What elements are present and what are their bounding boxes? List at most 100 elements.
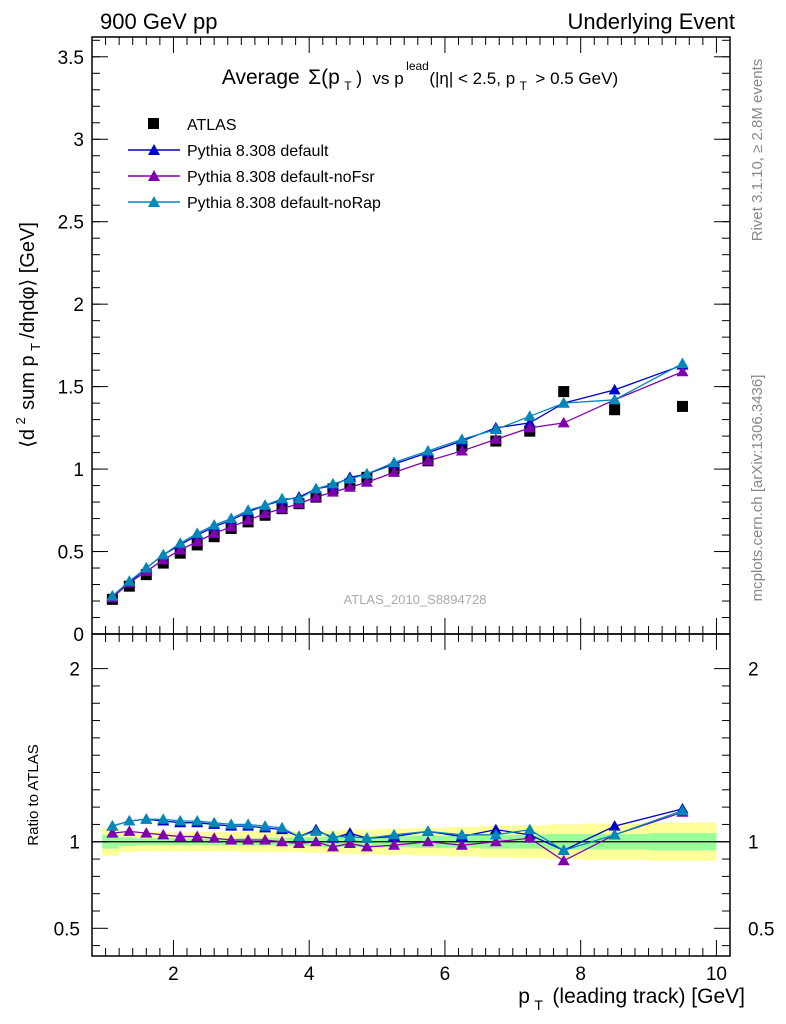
noFsr-ratio-point xyxy=(343,837,356,848)
noFsr-ratio-point xyxy=(557,854,570,866)
noFsr-ratio-point xyxy=(242,834,255,845)
noRap-ratio-point xyxy=(259,820,272,831)
default-ratio-point xyxy=(608,820,621,831)
noRap-point xyxy=(388,456,401,467)
noFsr-point xyxy=(191,535,204,547)
main-ytick-label: 3 xyxy=(73,130,84,151)
legend-label-nofsr: Pythia 8.308 default-noFsr xyxy=(187,169,375,186)
noRap-ratio-point xyxy=(608,828,621,840)
noFsr-point xyxy=(523,421,536,433)
noFsr-ratio-point xyxy=(523,832,536,843)
series-noRap xyxy=(106,357,689,601)
header-right: Underlying Event xyxy=(567,9,735,34)
ratio-frame xyxy=(91,633,731,957)
legend-label-default: Pythia 8.308 default xyxy=(187,143,329,160)
noRap-point xyxy=(455,433,468,444)
noRap-ratio-point xyxy=(343,830,356,842)
main-ytick-label: 0 xyxy=(73,625,84,646)
main-title: Average Σ(p T ) vs p lead (|η| < 2.5, p … xyxy=(222,57,618,94)
noFsr-point xyxy=(309,491,322,502)
noRap-point xyxy=(523,410,536,421)
noRap-point xyxy=(608,393,621,405)
noFsr-ratio-point xyxy=(489,835,502,847)
noRap-ratio-point xyxy=(106,820,119,831)
main-ytick-label: 2.5 xyxy=(58,213,84,234)
noFsr-ratio-point xyxy=(208,832,221,843)
noFsr-point xyxy=(676,365,689,377)
x-tick-label: 6 xyxy=(440,964,451,985)
noRap-point xyxy=(343,472,356,484)
noRap-ratio-point xyxy=(326,830,339,842)
legend-label-norap: Pythia 8.308 default-noRap xyxy=(187,195,381,212)
rivet-label: Rivet 3.1.10, ≥ 2.8M events xyxy=(749,59,766,242)
x-tick-label: 2 xyxy=(168,964,179,985)
noFsr-point xyxy=(388,466,401,477)
noFsr-ratio-point xyxy=(388,839,401,850)
noRap-point xyxy=(360,468,373,479)
ratio-ytick-label-right: 0.5 xyxy=(748,919,774,940)
ratio-ytick-label: 2 xyxy=(69,660,80,681)
noFsr-point xyxy=(489,433,502,444)
noRap-ratio-point xyxy=(455,828,468,840)
noFsr-point xyxy=(557,416,570,428)
main-ytick-label: 3.5 xyxy=(58,48,84,69)
noRap-ratio-point xyxy=(276,821,289,833)
ratio-ytick-label-right: 1 xyxy=(748,833,759,854)
noRap-point xyxy=(259,499,272,510)
default-point xyxy=(608,383,621,395)
noFsr-point xyxy=(343,481,356,492)
legend-label-atlas: ATLAS xyxy=(187,117,237,134)
x-tick-label: 8 xyxy=(575,964,586,985)
noFsr-ratio-point xyxy=(225,834,238,845)
noRap-ratio-point xyxy=(557,844,570,855)
noFsr-point xyxy=(276,502,289,514)
noRap-point xyxy=(174,537,187,548)
noRap-ratio-point xyxy=(140,813,153,824)
noRap-point xyxy=(421,444,434,456)
x-axis-label: p T (leading track) [GeV] xyxy=(518,985,745,1014)
noRap-ratio-point xyxy=(242,818,255,829)
noRap-point xyxy=(557,397,570,408)
legend-marker-norap xyxy=(148,196,160,207)
noRap-ratio-point xyxy=(225,818,238,829)
noRap-point xyxy=(191,527,204,538)
noFsr-point xyxy=(360,476,373,487)
noFsr-ratio-point xyxy=(106,827,119,838)
ratio-series-noRap xyxy=(106,804,689,855)
noFsr-point xyxy=(174,543,187,555)
legend-marker-default xyxy=(148,144,160,155)
ratio-ylabel: Ratio to ATLAS xyxy=(25,744,42,845)
series-atlas xyxy=(106,386,688,605)
noRap-point xyxy=(225,512,238,524)
noRap-point xyxy=(106,590,119,601)
noRap-ratio-point xyxy=(360,832,373,843)
ratio-panel: 0.5 0.5 1 1 2 2 2 4 6 8 10 xyxy=(54,634,774,985)
noRap-point xyxy=(293,492,306,504)
noFsr-ratio-point xyxy=(360,840,373,852)
noFsr-ratio-point xyxy=(421,835,434,847)
noFsr-point xyxy=(455,444,468,456)
noRap-ratio-point xyxy=(174,814,187,826)
noFsr-ratio-point xyxy=(191,830,204,842)
noFsr-ratio-point xyxy=(276,835,289,847)
noFsr-point xyxy=(225,520,238,532)
noRap-point xyxy=(157,548,170,560)
noFsr-point xyxy=(208,527,221,538)
noRap-ratio-point xyxy=(157,813,170,824)
noRap-ratio-point xyxy=(123,814,136,826)
noRap-ratio-point xyxy=(309,825,322,836)
noFsr-line xyxy=(111,371,683,599)
analysis-label: ATLAS_2010_S8894728 xyxy=(344,592,487,607)
main-ytick-label: 2 xyxy=(73,295,84,316)
noFsr-ratio-point xyxy=(455,839,468,850)
main-ytick-label: 1.5 xyxy=(58,378,84,399)
noFsr-ratio-point xyxy=(259,834,272,845)
noRap-line xyxy=(111,362,683,597)
noRap-point xyxy=(208,519,221,530)
noRap-ratio-point xyxy=(489,828,502,840)
x-tick-label: 10 xyxy=(706,964,727,985)
noRap-ratio-point xyxy=(191,814,204,826)
mcplots-label: mcplots.cern.ch [arXiv:1306.3436] xyxy=(749,375,766,602)
main-ytick-label: 0.5 xyxy=(58,543,84,564)
